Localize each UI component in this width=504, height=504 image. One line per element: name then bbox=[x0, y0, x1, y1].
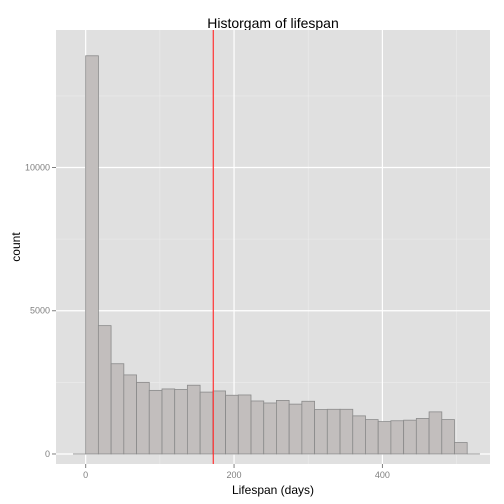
histogram-bar bbox=[85, 55, 99, 455]
histogram-bar bbox=[403, 419, 417, 455]
histogram-bar bbox=[136, 381, 150, 455]
histogram-bar bbox=[263, 402, 277, 455]
histogram-bar bbox=[174, 389, 188, 455]
histogram-bar bbox=[225, 394, 239, 455]
histogram-bar bbox=[441, 419, 455, 455]
x-tick-label: 0 bbox=[83, 470, 88, 480]
histogram-bar bbox=[97, 325, 112, 455]
histogram-bar bbox=[365, 419, 379, 455]
histogram-bars bbox=[72, 55, 480, 455]
histogram-bar bbox=[148, 389, 163, 455]
histogram-bar bbox=[123, 374, 137, 455]
histogram-bar bbox=[250, 400, 265, 455]
histogram-bar bbox=[339, 408, 354, 455]
histogram-bar bbox=[314, 409, 328, 455]
histogram-bar bbox=[326, 408, 341, 455]
histogram-bar bbox=[161, 388, 176, 455]
histogram-bar bbox=[352, 415, 366, 455]
y-tick-label: 0 bbox=[45, 449, 50, 459]
y-tick-label: 5000 bbox=[30, 306, 50, 316]
histogram-bar bbox=[212, 390, 226, 455]
histogram-bar bbox=[301, 400, 315, 455]
histogram-bar bbox=[454, 442, 468, 455]
y-axis-title: count bbox=[9, 232, 23, 262]
histogram-bar bbox=[390, 420, 405, 455]
histogram-bar bbox=[276, 400, 290, 455]
x-tick-label: 400 bbox=[375, 470, 390, 480]
chart-title: Historgam of lifespan bbox=[207, 15, 339, 31]
histogram-bar bbox=[377, 421, 392, 455]
x-axis-ticks: 0 200 400 bbox=[83, 464, 390, 480]
histogram-bar bbox=[199, 391, 214, 455]
histogram-bar bbox=[288, 403, 303, 455]
histogram-bar bbox=[415, 418, 430, 455]
histogram-bar bbox=[110, 363, 125, 455]
y-axis-ticks: 0 5000 10000 bbox=[25, 163, 56, 459]
histogram-bar bbox=[186, 384, 201, 455]
y-tick-label: 10000 bbox=[25, 163, 50, 173]
histogram-bar bbox=[237, 394, 252, 455]
x-tick-label: 200 bbox=[227, 470, 242, 480]
histogram-bar bbox=[428, 411, 443, 455]
x-axis-title: Lifespan (days) bbox=[232, 483, 314, 497]
